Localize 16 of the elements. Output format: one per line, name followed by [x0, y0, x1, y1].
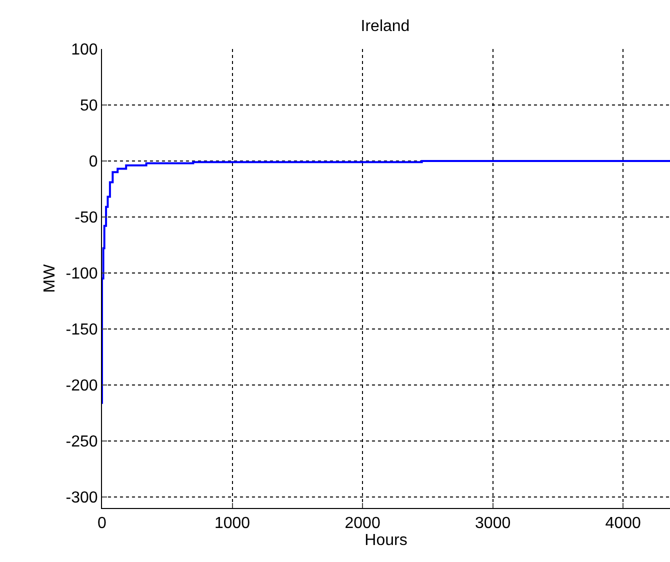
y-axis-title: MW [42, 263, 59, 293]
x-tick-label: 4000 [605, 515, 641, 532]
y-tick-label: -200 [66, 377, 98, 394]
y-tick-label: -100 [66, 266, 98, 282]
y-tick-label: 50 [80, 98, 98, 115]
x-tick-label: 2000 [344, 515, 380, 532]
y-tick-label: 100 [71, 42, 98, 59]
chart-title: Ireland [360, 18, 410, 35]
y-tick-label: 0 [88, 154, 98, 171]
x-axis-title: Hours [364, 532, 408, 550]
y-tick-label: -150 [66, 321, 98, 338]
y-tick-label: -250 [66, 433, 98, 450]
x-tick-label: 3000 [475, 515, 511, 532]
y-tick-label: -300 [66, 489, 98, 506]
y-tick-label: -50 [74, 210, 98, 227]
x-tick-label: 1000 [214, 515, 250, 532]
